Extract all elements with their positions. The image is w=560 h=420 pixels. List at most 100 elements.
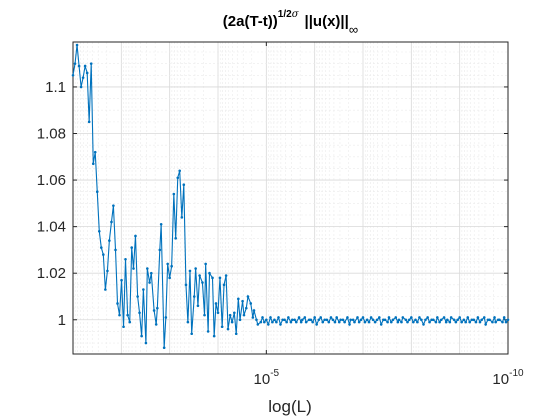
data-point	[211, 276, 214, 280]
title-part1: (2a(T-t))	[223, 13, 278, 30]
data-point	[339, 318, 342, 322]
data-point	[434, 320, 438, 324]
data-point	[230, 320, 234, 324]
data-point	[224, 274, 228, 277]
data-point	[462, 318, 466, 322]
x-tick-label: 10-5	[254, 368, 280, 388]
data-point	[267, 323, 270, 326]
data-point	[422, 323, 425, 326]
y-tick-label: 1.04	[37, 219, 66, 236]
data-point	[180, 216, 184, 219]
data-point	[442, 316, 446, 319]
data-point	[201, 281, 204, 284]
axes-box	[72, 41, 509, 355]
data-point	[244, 306, 248, 310]
data-point	[114, 248, 117, 252]
data-point	[446, 318, 449, 322]
data-point	[252, 309, 256, 312]
data-point	[406, 320, 409, 324]
data-point	[325, 318, 329, 322]
data-point	[414, 318, 417, 322]
data-point	[348, 323, 351, 326]
title-exponent: 1/2	[278, 9, 292, 20]
data-point	[416, 320, 419, 324]
data-point	[158, 248, 162, 252]
data-point	[198, 274, 201, 277]
plot-area	[73, 42, 508, 354]
data-point	[138, 311, 141, 315]
data-point	[359, 318, 363, 322]
data-point	[343, 320, 346, 324]
data-point	[491, 320, 494, 324]
data-point	[386, 320, 389, 324]
data-point	[424, 318, 427, 322]
data-point	[188, 269, 192, 273]
data-point	[220, 325, 224, 329]
data-point	[251, 316, 255, 319]
data-point	[353, 320, 356, 324]
data-point	[279, 323, 282, 326]
data-point	[432, 318, 435, 322]
data-point	[259, 320, 263, 324]
data-point	[97, 230, 101, 233]
data-point	[148, 281, 151, 284]
data-point	[383, 318, 387, 322]
data-point	[142, 288, 145, 291]
data-point	[218, 276, 222, 280]
data-point	[144, 341, 148, 345]
data-point	[448, 320, 452, 324]
data-point	[482, 316, 486, 319]
data-point	[387, 316, 391, 319]
data-point	[75, 43, 79, 47]
data-point	[136, 295, 139, 298]
chart-title: (2a(T-t))1/2σ ||u(x)||∞	[223, 9, 358, 37]
y-tick-label: 1.02	[37, 265, 66, 282]
data-point	[273, 318, 276, 322]
data-point	[357, 320, 361, 324]
data-point	[159, 223, 163, 226]
data-point	[228, 313, 232, 317]
data-point	[371, 318, 375, 322]
data-point	[478, 320, 482, 324]
data-point	[186, 320, 190, 324]
data-point	[226, 327, 230, 331]
data-point	[233, 311, 236, 315]
data-point	[208, 271, 211, 275]
data-point	[120, 278, 123, 282]
data-point	[246, 295, 250, 298]
data-point	[271, 320, 274, 324]
data-point	[400, 320, 403, 324]
data-point	[309, 318, 313, 322]
data-point	[472, 318, 476, 322]
data-point	[319, 316, 323, 319]
data-point	[285, 320, 288, 324]
data-point	[367, 320, 371, 324]
data-point	[420, 318, 423, 322]
data-point	[501, 320, 504, 324]
data-point	[365, 318, 369, 322]
title-part2: ||u(x)||	[305, 13, 349, 30]
data-point	[379, 323, 383, 326]
data-point	[261, 316, 264, 319]
data-point	[281, 318, 284, 322]
data-point	[149, 271, 153, 275]
data-point	[333, 320, 337, 324]
data-point	[311, 320, 314, 324]
data-point	[128, 320, 132, 324]
data-point	[293, 318, 296, 322]
data-point	[294, 320, 298, 324]
data-point	[299, 320, 303, 324]
data-point	[410, 316, 413, 319]
title-subscript: ∞	[349, 22, 358, 37]
data-point	[116, 302, 119, 305]
data-point	[106, 269, 109, 273]
data-point	[81, 76, 85, 79]
svg-text:(2a(T-t))1/2σ||u(x)||∞: (2a(T-t))1/2σ ||u(x)||∞	[223, 9, 358, 37]
data-point	[122, 325, 125, 329]
data-point	[238, 318, 242, 322]
data-point	[337, 320, 341, 324]
data-point	[73, 62, 77, 65]
data-point	[168, 276, 171, 280]
data-point	[289, 320, 293, 324]
data-point	[426, 316, 429, 319]
